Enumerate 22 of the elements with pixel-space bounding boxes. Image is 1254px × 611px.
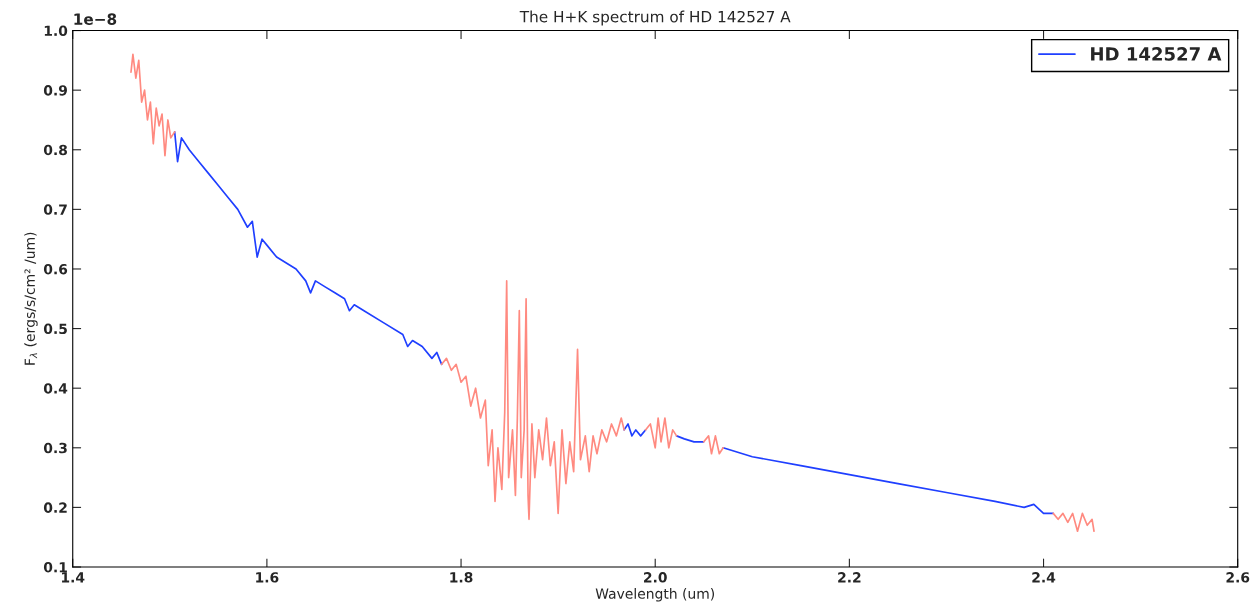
text: 1e−8 xyxy=(74,13,117,25)
y-tick-label: 0.6 xyxy=(43,263,68,275)
y-tick-label: 0.7 xyxy=(43,204,67,215)
legend-label: HD 142527 A xyxy=(1091,47,1222,61)
y-axis-title: F$_{λ}$ (ergs/s/cm² /um) xyxy=(24,232,38,365)
x-tick-label: 1.8 xyxy=(450,572,473,583)
x-tick-label: 2.2 xyxy=(838,572,861,583)
x-tick-label: 1.6 xyxy=(256,572,279,583)
y-tick-label: 0.2 xyxy=(43,502,67,513)
y-tick-label: 0.5 xyxy=(43,323,67,335)
y-tick-label: 0.3 xyxy=(43,442,67,454)
y-tick-label: 1.0 xyxy=(44,25,68,37)
y-tick-label: 0.9 xyxy=(43,85,67,96)
x-tick-label: 2.6 xyxy=(1226,572,1250,583)
x-tick-label: 2.4 xyxy=(1032,572,1056,583)
x-tick-label: 1.4 xyxy=(62,572,85,583)
y-tick-label: 0.1 xyxy=(43,561,67,573)
y-tick-label: 0.4 xyxy=(43,383,68,394)
y-tick-label: 0.8 xyxy=(43,144,68,156)
chart-title: The H+K spectrum of HD 142527 A xyxy=(519,10,791,26)
x-tick-label: 2.0 xyxy=(644,572,667,583)
x-axis-title: Wavelength (um) xyxy=(595,588,715,602)
